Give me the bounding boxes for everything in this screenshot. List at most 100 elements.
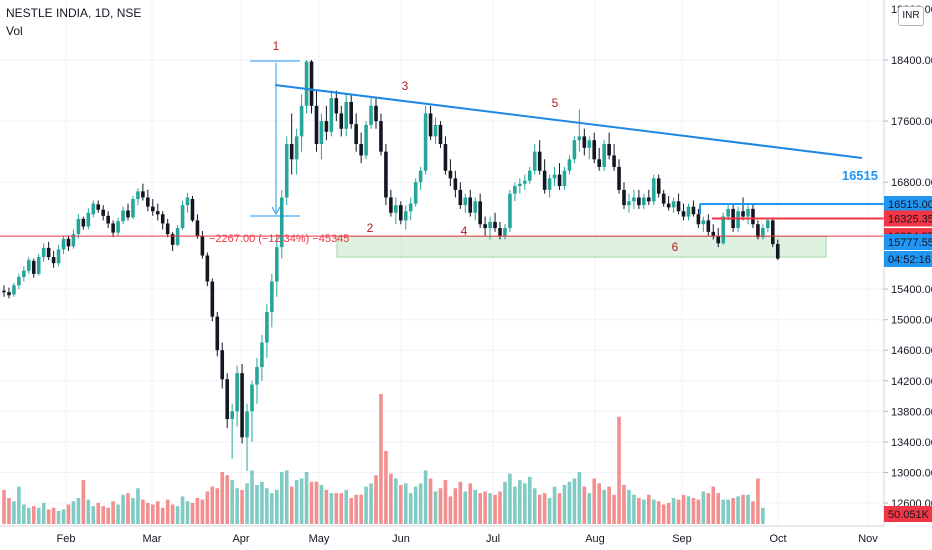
price-tick-label: 17600.00 [891, 116, 932, 128]
volume-bar [210, 486, 215, 524]
candle-body [716, 235, 721, 244]
volume-bar [165, 499, 170, 524]
candle-body [503, 228, 507, 236]
candle-body [443, 144, 448, 171]
volume-bar [230, 480, 234, 524]
candle-body [721, 216, 725, 244]
volume-bar [503, 481, 507, 524]
volume-bar [260, 481, 264, 524]
volume-bar [170, 504, 175, 524]
volume-bar [235, 488, 239, 524]
volume-bar [160, 507, 165, 524]
volume-bar [532, 488, 537, 524]
volume-bar [428, 478, 433, 524]
candle-body [483, 224, 487, 229]
resistance-value-label: 16515 [842, 168, 878, 183]
volume-bar [582, 486, 587, 524]
volume-bar [111, 501, 115, 524]
volume-bar [761, 507, 765, 524]
candle-body [185, 197, 190, 206]
candle-body [12, 285, 16, 295]
candle-body [701, 220, 706, 225]
candle-body [637, 197, 641, 206]
time-tick-label: Oct [769, 533, 786, 545]
time-tick-label: Feb [57, 533, 76, 545]
volume-bar [180, 496, 185, 524]
candle-body [111, 223, 115, 233]
drawing-overlays: −2267.00 (−12.34%) −45345 1 2 3 4 5 6 16515 [0, 39, 884, 254]
volume-bar [354, 494, 358, 524]
volume-bar [453, 488, 458, 524]
volume-bar [438, 488, 443, 524]
volume-bar [141, 499, 145, 524]
candle-body [46, 247, 51, 258]
candle-body [314, 105, 319, 145]
volume-bar [498, 491, 502, 524]
candle-body [666, 203, 671, 208]
candle-body [91, 203, 96, 215]
candle-body [756, 224, 760, 238]
pivot-label: 1 [273, 39, 280, 53]
candle-body [131, 199, 135, 218]
price-tick-label: 14600.00 [891, 345, 932, 357]
volume-bar [756, 478, 760, 524]
candle-body [413, 182, 418, 204]
volume-bar [418, 483, 423, 524]
volume-bar [339, 493, 344, 524]
volume-bar [572, 478, 577, 524]
candle-body [607, 144, 611, 156]
candle-body [602, 144, 606, 167]
candle-body [726, 208, 730, 217]
time-axis-background [0, 526, 932, 550]
candle-body [458, 189, 463, 206]
volume-bar [86, 499, 91, 524]
currency-button[interactable]: INR [898, 6, 924, 26]
volume-bar [423, 470, 428, 524]
price-tick-label: 13400.00 [891, 437, 932, 449]
candle-body [41, 247, 46, 258]
volume-bar [701, 491, 706, 524]
candle-body [260, 342, 264, 368]
pivot-label: 3 [402, 79, 409, 93]
candle-body [453, 178, 458, 190]
volume-bar [602, 489, 606, 524]
volume-bar [106, 507, 110, 524]
price-tick-label: 15000.00 [891, 315, 932, 327]
price-axis[interactable]: 18800.0018400.0017600.0016800.0015400.00… [883, 0, 932, 550]
candle-body [86, 212, 91, 227]
volume-bar [349, 498, 353, 524]
candle-body [36, 257, 41, 274]
candle-body [537, 151, 542, 171]
candle-body [403, 211, 408, 221]
volume-bar [190, 502, 195, 524]
time-axis[interactable]: Feb Mar Apr May Jun Jul Aug Sep Oct Nov [0, 525, 932, 550]
candle-body [116, 221, 120, 233]
volume-bar [309, 481, 314, 524]
volume-bar [101, 506, 105, 524]
candle-body [572, 140, 577, 160]
candle-body [344, 102, 349, 129]
volume-bar [716, 493, 721, 524]
candle-body [473, 201, 477, 213]
volume-bar [552, 486, 557, 524]
candle-body [711, 231, 716, 236]
candle-body [577, 136, 582, 141]
candle-body [532, 151, 537, 171]
candle-body [394, 205, 398, 213]
volume-bar [200, 499, 205, 524]
volume-bar [721, 499, 725, 524]
volume-bar [617, 416, 621, 524]
candle-body [270, 281, 274, 313]
price-label-badge [884, 234, 932, 250]
volume-bar [389, 473, 393, 524]
candle-body [240, 373, 244, 438]
volume-bar [483, 491, 487, 524]
volume-bar [403, 483, 408, 524]
volume-bar [513, 486, 517, 524]
candle-body [349, 102, 353, 125]
candle-body [215, 316, 220, 351]
volume-bar [359, 494, 363, 524]
volume-bar [185, 501, 190, 524]
candle-body [661, 193, 666, 204]
